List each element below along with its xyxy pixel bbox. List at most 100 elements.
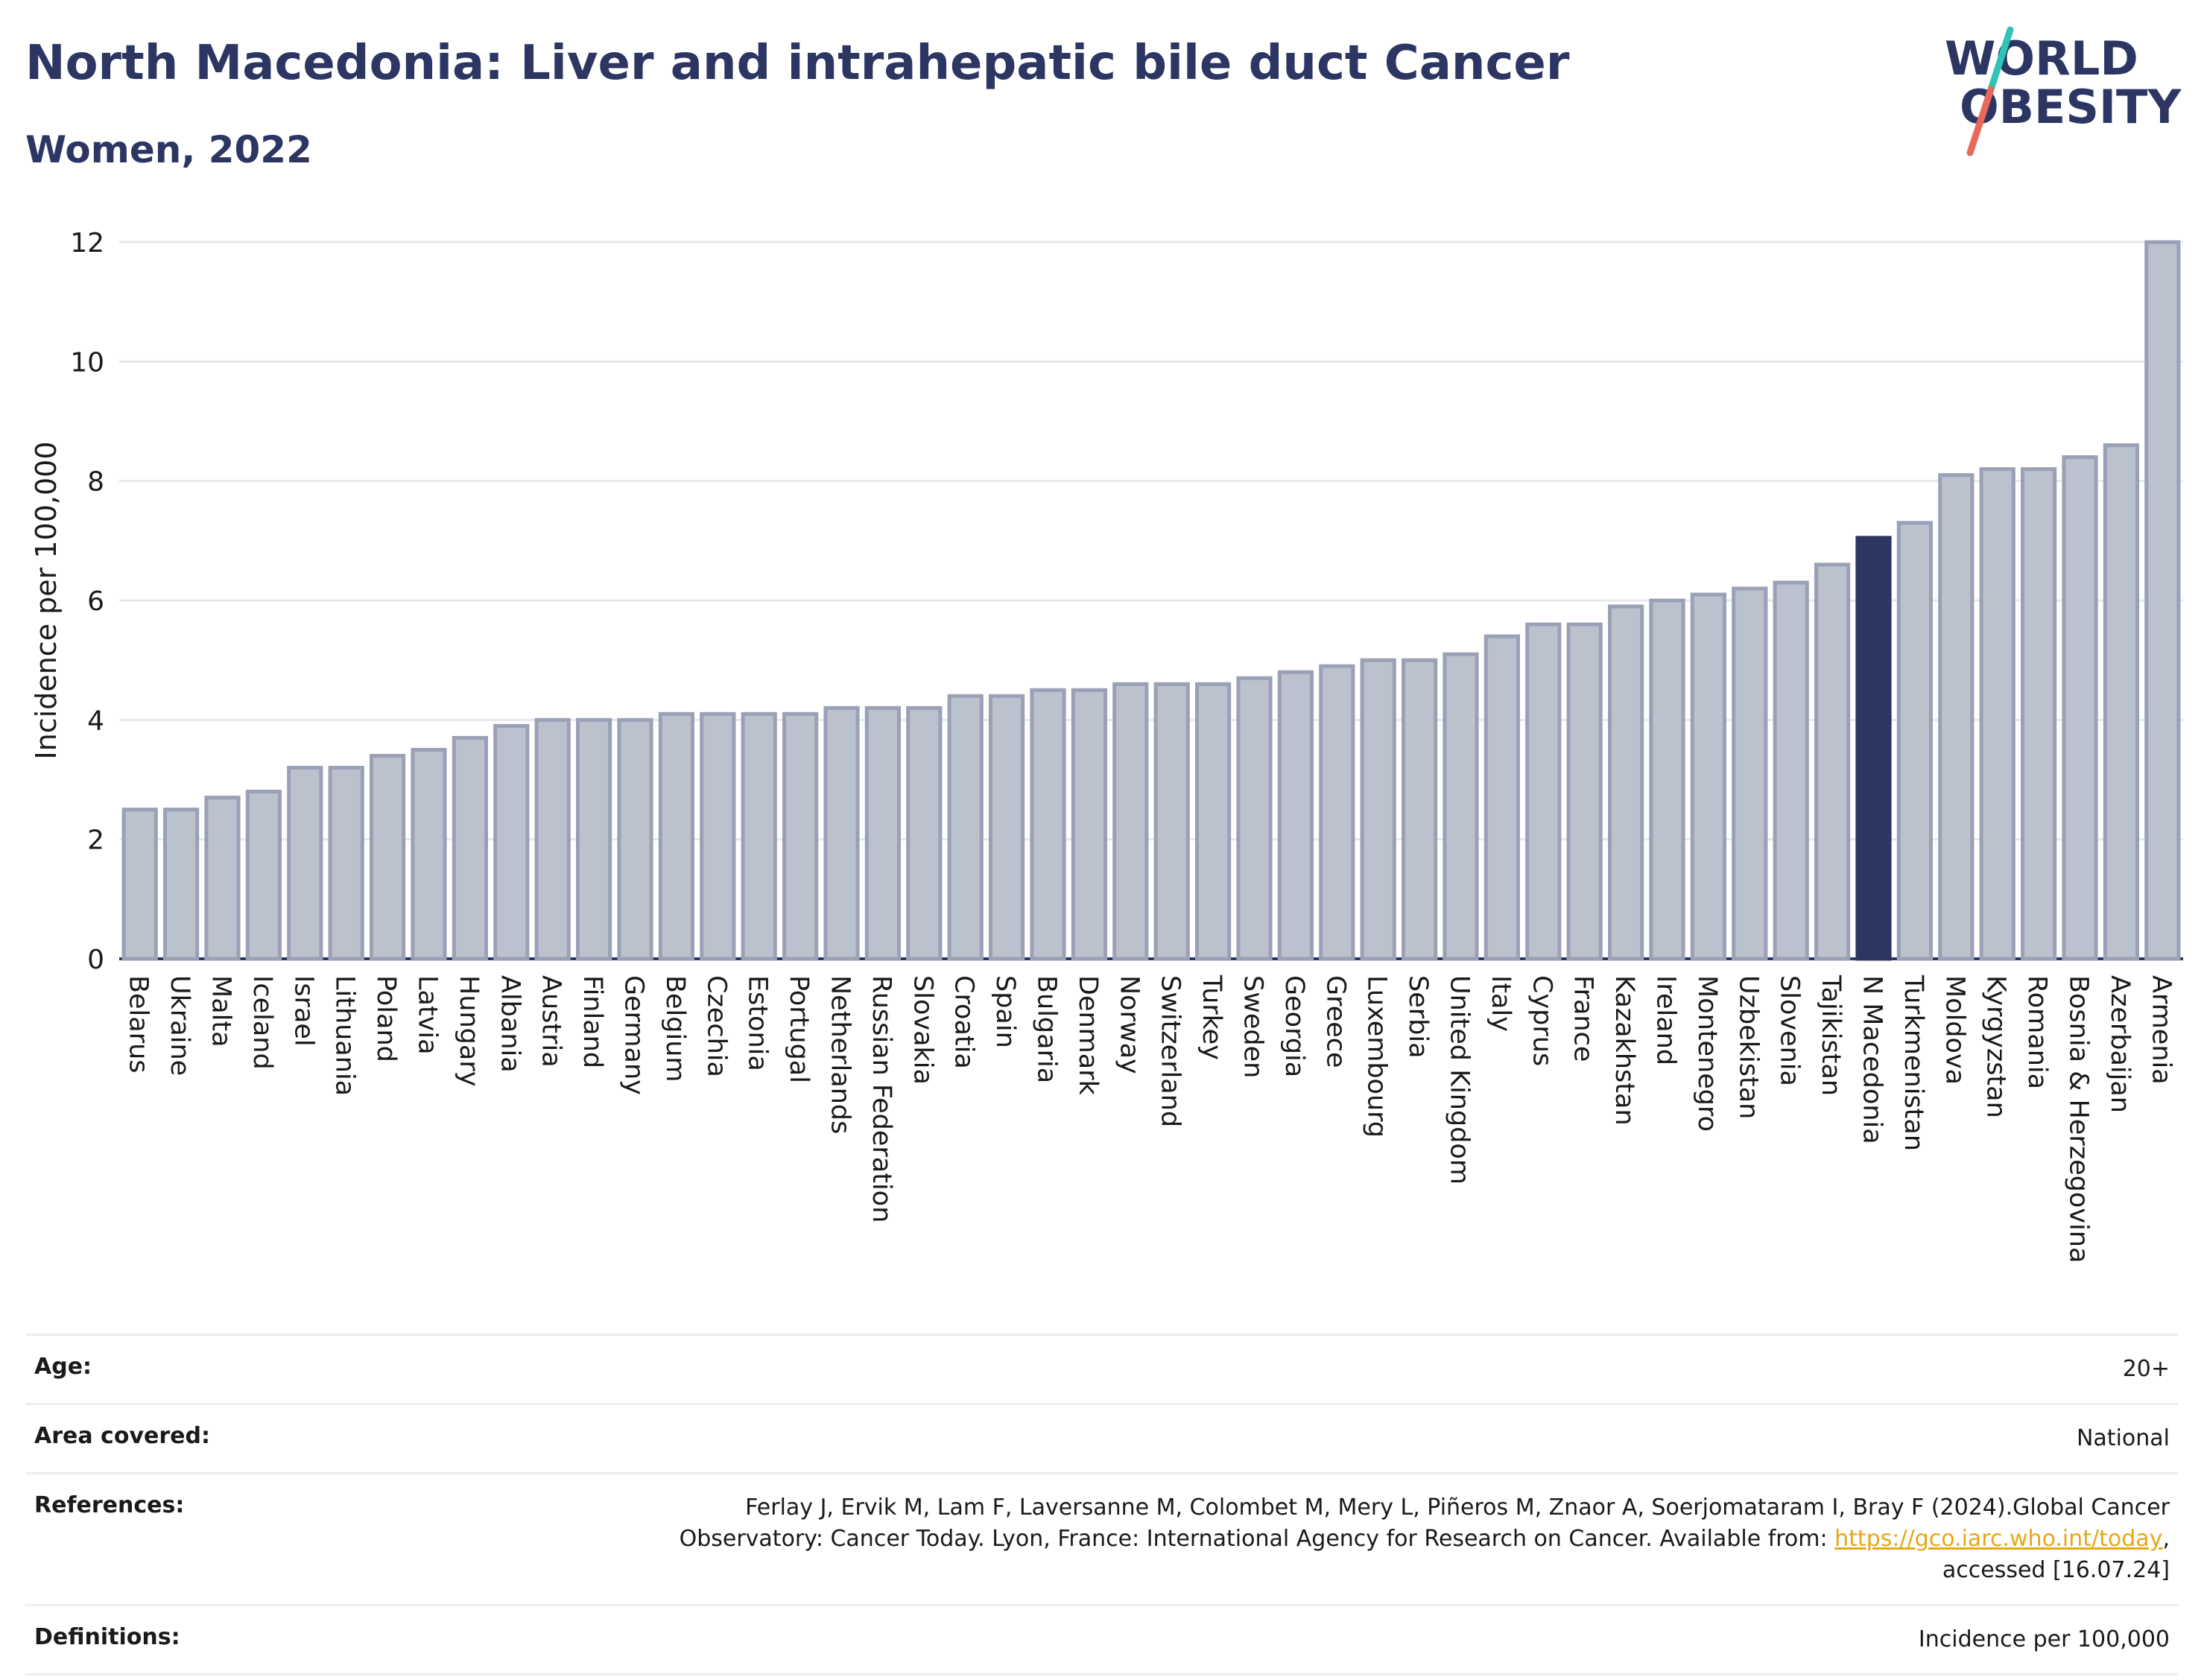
bar-tajikistan[interactable] [1814, 562, 1851, 961]
bar-finland[interactable] [575, 717, 612, 961]
x-tick-label: Norway [1114, 975, 1144, 1074]
y-axis-label: Incidence per 100,000 [30, 441, 63, 759]
x-tick-label: Bulgaria [1032, 975, 1062, 1083]
bar-hungary[interactable] [452, 735, 489, 961]
bar-poland[interactable] [369, 753, 406, 961]
meta-row-definitions: Definitions: Incidence per 100,000 [25, 1604, 2179, 1676]
x-tick-label: Uzbekistan [1733, 975, 1763, 1119]
x-tick-label: Israel [288, 975, 318, 1047]
bar-russian-federation[interactable] [864, 706, 902, 961]
bar-spain[interactable] [988, 694, 1025, 961]
x-tick-label: Iceland [247, 975, 277, 1070]
references-label: References: [34, 1492, 185, 1518]
definitions-value: Incidence per 100,000 [1918, 1626, 2170, 1652]
y-axis: 0 2 4 6 8 10 12 [70, 228, 104, 975]
bar-latvia[interactable] [411, 747, 447, 961]
x-tick-label: Bosnia & Herzegovina [2064, 975, 2094, 1263]
x-tick-label: Netherlands [826, 975, 855, 1134]
x-tick-label: Cyprus [1527, 975, 1557, 1066]
references-link[interactable]: https://gco.iarc.who.int/today [1834, 1526, 2163, 1552]
x-tick-label: Estonia [743, 975, 773, 1071]
bar-malta[interactable] [204, 796, 241, 961]
bar-italy[interactable] [1483, 634, 1521, 961]
bar-turkey[interactable] [1194, 682, 1232, 961]
x-tick-label: Finland [577, 975, 607, 1068]
bar-slovenia[interactable] [1773, 580, 1809, 961]
x-tick-label: Kazakhstan [1609, 975, 1639, 1126]
world-obesity-logo: WORLD OBESITY [1945, 26, 2182, 156]
bar-ireland[interactable] [1649, 598, 1685, 961]
bar-norway[interactable] [1112, 682, 1149, 961]
bar-albania[interactable] [493, 723, 530, 961]
y-tick-label: 4 [87, 706, 104, 736]
bar-kyrgyzstan[interactable] [1979, 467, 2015, 961]
y-tick-label: 12 [70, 228, 104, 259]
x-tick-label: Turkey [1197, 974, 1226, 1060]
bar-austria[interactable] [534, 717, 571, 961]
y-tick-label: 6 [87, 586, 104, 617]
bar-montenegro[interactable] [1690, 592, 1727, 961]
bar-belgium[interactable] [658, 711, 695, 961]
x-tick-label: Poland [371, 975, 401, 1062]
references-line-1: Ferlay J, Ervik M, Lam F, Laversanne M, … [745, 1494, 2170, 1521]
meta-row-references: References: Ferlay J, Ervik M, Lam F, La… [25, 1472, 2179, 1604]
x-tick-label: Azerbaijan [2105, 975, 2135, 1113]
x-tick-label: Germany [619, 975, 649, 1095]
bar-united-kingdom[interactable] [1443, 652, 1479, 961]
bar-cyprus[interactable] [1525, 622, 1562, 961]
x-tick-label: Switzerland [1156, 975, 1185, 1127]
area-value: National [2076, 1425, 2170, 1451]
x-tick-label: Czechia [701, 975, 731, 1077]
x-tick-label: Slovakia [908, 975, 937, 1085]
bar-france[interactable] [1566, 622, 1603, 961]
bar-greece[interactable] [1319, 664, 1355, 961]
logo-slash-top [1987, 26, 2014, 93]
bar-moldova[interactable] [1938, 473, 1975, 961]
x-tick-label: Italy [1486, 975, 1516, 1032]
x-axis: Belarus Ukraine Malta Iceland Israel Lithuani… [124, 974, 2176, 1263]
bar-georgia[interactable] [1277, 670, 1314, 961]
bar-estonia[interactable] [741, 711, 777, 961]
bar-bosnia-herzegovina[interactable] [2062, 455, 2098, 961]
bar-germany[interactable] [617, 717, 653, 961]
bars [121, 240, 2181, 961]
references-value: Ferlay J, Ervik M, Lam F, Laversanne M, … [680, 1492, 2170, 1586]
bar-slovakia[interactable] [906, 706, 943, 961]
x-tick-label: Slovenia [1775, 975, 1805, 1086]
x-tick-label: France [1568, 975, 1598, 1062]
bar-netherlands[interactable] [823, 706, 860, 961]
bar-chart: Belarus Ukraine Malta Iceland Israel Lithuani… [30, 228, 2183, 1263]
references-line-2: Observatory: Cancer Today. Lyon, France:… [680, 1524, 2170, 1555]
bar-ukraine[interactable] [162, 808, 200, 961]
bar-romania[interactable] [2020, 467, 2057, 961]
bar-iceland[interactable] [245, 790, 282, 961]
x-tick-label: Albania [495, 975, 525, 1073]
x-tick-label: Croatia [949, 975, 979, 1069]
age-label: Age: [34, 1354, 92, 1380]
x-tick-label: Belarus [124, 975, 153, 1074]
x-tick-label: Spain [990, 975, 1020, 1048]
bar-turkmenistan[interactable] [1896, 521, 1934, 961]
bar-uzbekistan[interactable] [1732, 586, 1768, 961]
bar-serbia[interactable] [1401, 658, 1438, 961]
y-tick-label: 2 [87, 825, 104, 856]
bar-portugal[interactable] [782, 711, 819, 961]
metadata-table: Age: 20+ Area covered: National Referenc… [25, 1334, 2179, 1676]
bar-armenia[interactable] [2144, 240, 2181, 961]
bar-kazakhstan[interactable] [1607, 604, 1644, 961]
bar-lithuania[interactable] [328, 765, 364, 961]
bar-belarus[interactable] [121, 808, 158, 961]
bar-croatia[interactable] [947, 694, 984, 961]
bar-luxembourg[interactable] [1360, 658, 1396, 961]
bar-azerbaijan[interactable] [2103, 443, 2140, 961]
bar-sweden[interactable] [1236, 676, 1273, 961]
bar-israel[interactable] [287, 765, 323, 961]
x-tick-label: Greece [1320, 975, 1350, 1068]
bar-bulgaria[interactable] [1030, 688, 1066, 961]
bar-czechia[interactable] [700, 711, 736, 961]
bar-denmark[interactable] [1071, 688, 1108, 961]
bar-switzerland[interactable] [1153, 682, 1190, 961]
bar-n-macedonia[interactable] [1855, 536, 1892, 961]
logo-text-obesity: OBESITY [1960, 80, 2182, 134]
x-tick-label: Hungary [454, 975, 484, 1086]
